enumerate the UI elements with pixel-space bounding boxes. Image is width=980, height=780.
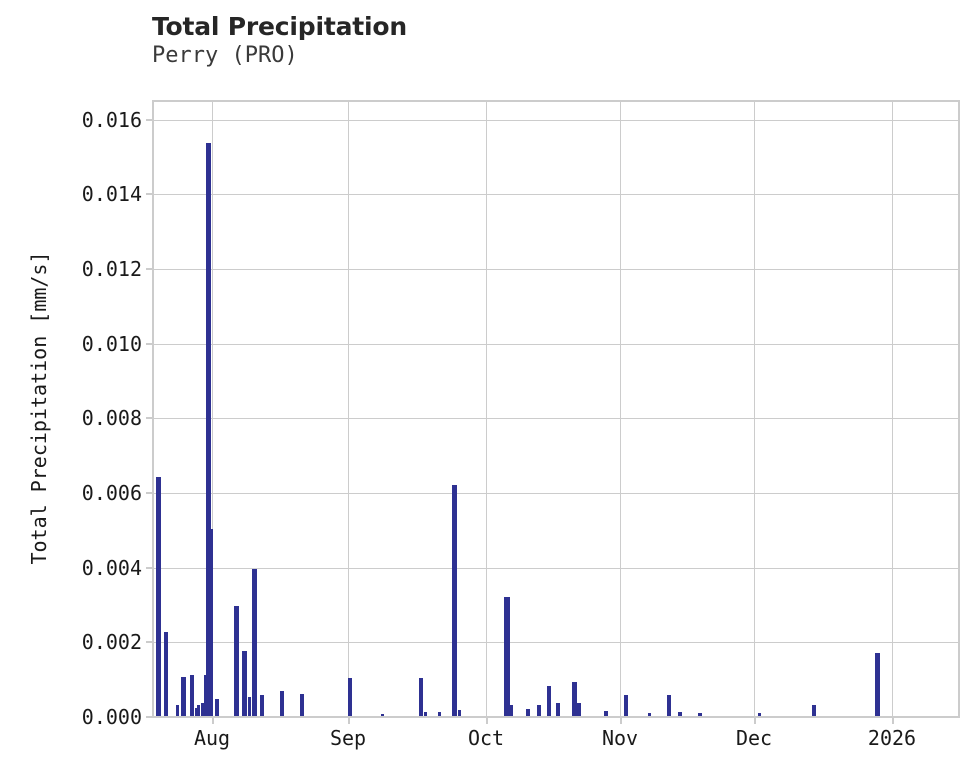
bar (381, 714, 384, 716)
x-tick-mark (486, 718, 488, 724)
bar (758, 713, 761, 716)
x-tick-label: Nov (601, 726, 639, 750)
gridline-horizontal (152, 493, 960, 494)
y-tick-mark (146, 193, 152, 196)
bar (547, 686, 551, 716)
gridline-vertical (620, 100, 621, 718)
bar (176, 704, 179, 716)
x-tick-mark (754, 718, 756, 724)
bar (234, 605, 239, 716)
bar (156, 477, 161, 716)
gridline-horizontal (152, 567, 960, 569)
y-axis-ticks: 0.000 0.002 0.004 0.006 0.008 0.010 0.012 0.014… (0, 0, 142, 780)
y-tick-label: 0.012 (81, 257, 142, 281)
bar (556, 702, 560, 716)
y-tick-label: 0.004 (81, 555, 142, 580)
bar (504, 597, 510, 716)
bar (206, 142, 211, 716)
page-title: Total Precipitation (152, 12, 407, 41)
bar (577, 702, 581, 716)
title-block: Total Precipitation Perry (PRO) (152, 12, 752, 70)
gridline-horizontal (152, 642, 960, 644)
bar (438, 711, 441, 716)
gridline-horizontal (152, 194, 960, 196)
bar (210, 529, 213, 716)
bar (812, 704, 816, 716)
x-tick-mark (348, 718, 350, 724)
bar (419, 677, 423, 716)
gridline-horizontal (152, 343, 960, 345)
bar (280, 690, 284, 716)
y-tick-label: 0.016 (81, 107, 142, 132)
bar (197, 704, 200, 716)
axis-spine-right (958, 100, 960, 718)
y-tick-mark (146, 492, 152, 494)
bar (509, 704, 513, 716)
bar (300, 693, 304, 716)
chart-subtitle: Perry (PRO) (152, 43, 298, 68)
gridline-horizontal (152, 418, 960, 420)
bar (248, 697, 251, 716)
y-tick-label: 0.000 (81, 705, 142, 729)
bar (215, 699, 219, 716)
gridline-horizontal (152, 119, 960, 121)
axis-spine-bottom (152, 716, 960, 718)
x-tick-label: 2026 (867, 726, 917, 750)
axis-spine-top (152, 100, 960, 102)
bar (698, 713, 702, 716)
y-tick-mark (146, 342, 152, 345)
gridline-vertical (348, 100, 349, 718)
bar (452, 484, 457, 716)
bar (181, 676, 186, 716)
x-tick-label: Sep (329, 726, 367, 750)
x-tick-mark (212, 718, 214, 724)
y-tick-label: 0.010 (81, 331, 142, 356)
bar (424, 711, 427, 716)
y-tick-mark (146, 417, 152, 420)
y-tick-mark (146, 118, 152, 121)
bar (252, 568, 257, 716)
bar (678, 711, 682, 716)
bar (648, 713, 651, 716)
y-tick-label: 0.008 (81, 406, 142, 431)
bar (260, 695, 264, 716)
plot-area (152, 100, 960, 718)
x-tick-mark (620, 718, 622, 724)
x-tick-label: Oct (467, 726, 505, 750)
gridline-vertical (754, 100, 755, 718)
bar (201, 702, 205, 716)
bar (572, 682, 577, 716)
bar (348, 677, 352, 716)
gridline-vertical (486, 100, 487, 718)
axis-spine-left (152, 100, 154, 718)
gridline-vertical (892, 100, 893, 718)
y-tick-mark (146, 268, 152, 270)
bar (624, 695, 628, 716)
bar (604, 711, 608, 716)
y-tick-label: 0.002 (81, 630, 142, 655)
x-tick-label: Aug (193, 726, 231, 750)
y-tick-mark (146, 566, 152, 569)
y-tick-mark (146, 641, 152, 644)
x-tick-mark (892, 718, 894, 724)
bar (667, 695, 671, 716)
bar (526, 708, 530, 716)
bar (242, 650, 247, 716)
bar (875, 652, 880, 716)
bar (458, 710, 461, 716)
bar (537, 704, 541, 716)
gridline-horizontal (152, 269, 960, 270)
y-tick-mark (146, 716, 152, 718)
x-tick-label: Dec (735, 726, 773, 750)
bar (190, 674, 194, 716)
gridline-vertical (212, 100, 213, 718)
y-tick-label: 0.006 (81, 481, 142, 505)
bar (164, 632, 168, 716)
y-tick-label: 0.014 (81, 182, 142, 207)
bar (195, 707, 198, 716)
